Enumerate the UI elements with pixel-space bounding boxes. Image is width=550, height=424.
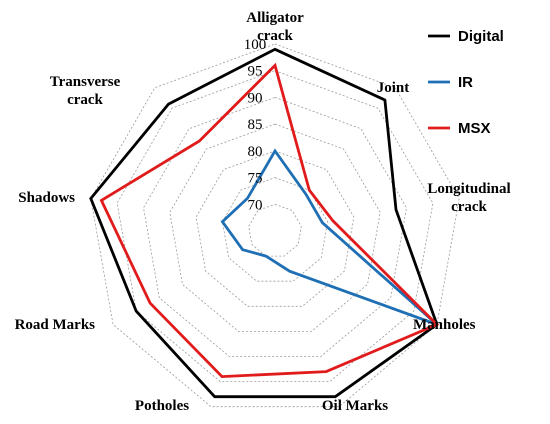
category-label-longitudinal-crack: Longitudinal crack (427, 181, 510, 215)
category-label-transverse-crack: Transverse crack (50, 74, 121, 108)
grid-ring-70 (248, 203, 302, 257)
tick-label-95: 95 (248, 64, 263, 80)
radial-tick-labels: 70 75 80 85 90 95 100 (244, 37, 267, 213)
grid-ring-100 (90, 43, 460, 408)
radar-series (89, 47, 440, 399)
tick-label-70: 70 (248, 197, 263, 213)
tick-label-100: 100 (244, 37, 267, 53)
grid-ring-95 (116, 70, 434, 383)
category-label-joint: Joint (377, 80, 410, 96)
grid-ring-85 (169, 123, 381, 332)
series-digital-line (89, 47, 439, 399)
legend: Digital IR MSX (428, 28, 504, 137)
category-label-manholes: Manholes (413, 317, 476, 333)
tick-label-75: 75 (248, 171, 263, 187)
grid-ring-90 (143, 96, 407, 357)
legend-label-ir: IR (458, 74, 473, 91)
series-ir-line (220, 148, 438, 326)
legend-label-digital: Digital (458, 28, 504, 45)
category-label-oil-marks: Oil Marks (322, 398, 388, 414)
series-msx-line (99, 62, 440, 379)
category-label-shadows: Shadows (18, 190, 75, 206)
category-label-potholes: Potholes (135, 398, 189, 414)
radar-grid (90, 43, 460, 408)
legend-label-msx: MSX (458, 120, 491, 137)
tick-label-85: 85 (248, 117, 263, 133)
tick-label-80: 80 (248, 144, 263, 160)
category-label-alligator-crack: Alligator crack (246, 10, 304, 44)
grid-ring-75 (221, 177, 329, 282)
tick-label-90: 90 (248, 90, 263, 106)
category-label-road-marks: Road Marks (15, 317, 96, 333)
category-labels: Alligator crack Joint Longitudinal crack Manh… (15, 10, 511, 414)
